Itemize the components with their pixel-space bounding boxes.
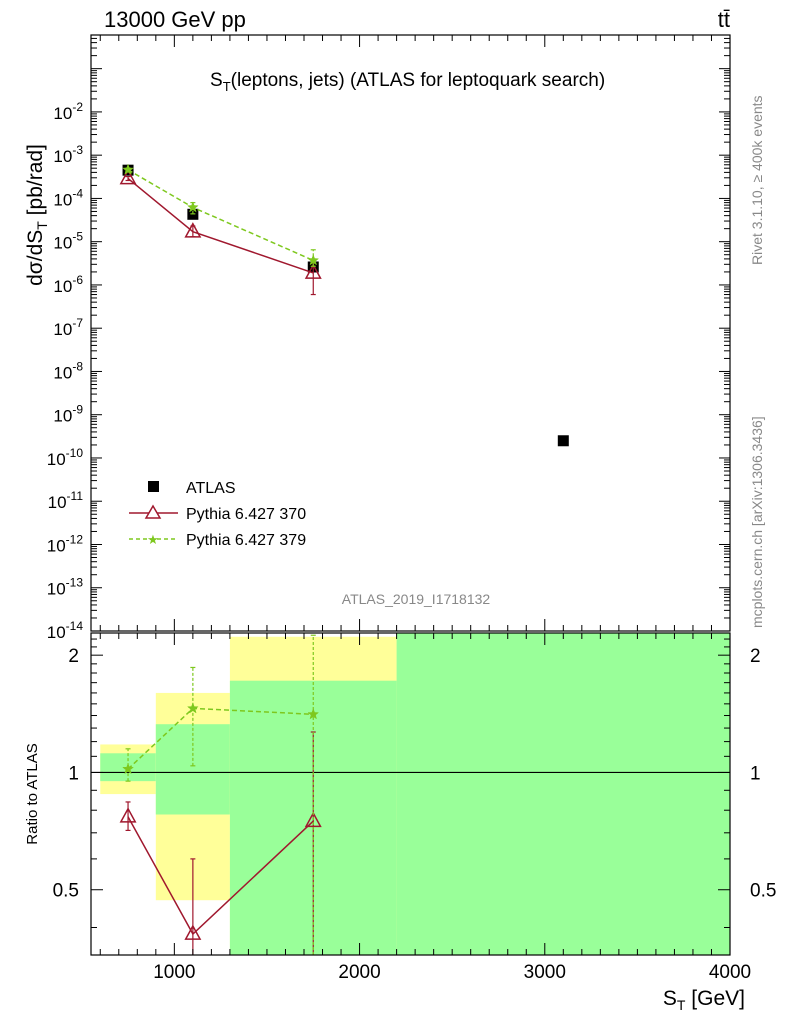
main-y-tick-labels: 10-2 10-3 10-4 10-5 10-6 10-7 10-8 10-9 10-10 10-… [47,100,84,642]
ratio-y-tick-label-left: 0.5 [53,881,79,902]
series-line-pythia-6-427-370 [127,177,314,274]
mcplots-label: mcplots.cern.ch [arXiv:1306.3436] [749,416,765,628]
analysis-watermark: ATLAS_2019_I1718132 [342,591,491,607]
x-tick-label: 4000 [709,962,751,983]
x-tick-label: 1000 [153,962,195,983]
ratio-y-tick-label-right: 2 [750,646,761,667]
data-point-pythia-6-427-379 [307,708,320,720]
x-axis-label-sub: T [677,997,686,1013]
ratio-y-tick-label-left: 2 [68,646,79,667]
y-tick-label: 10-14 [47,619,84,642]
data-point-pythia-6-427-379 [122,163,134,175]
legend: ATLAS Pythia 6.427 370 ★ Pythia 6.427 37… [129,480,306,549]
legend-marker-pythia-370 [144,504,162,519]
uncertainty-band-green [155,724,230,815]
data-point-pythia-6-427-379 [186,201,199,213]
main-plot-frame [90,34,731,632]
data-point-pythia-6-427-370 [184,222,202,238]
data-point-pythia-6-427-370 [304,263,322,279]
main-plot-panel: 10-2 10-3 10-4 10-5 10-6 10-7 10-8 10-9 10-10 10-… [24,34,731,642]
plot-title-rest: (leptons, jets) (ATLAS for leptoquark se… [231,70,606,91]
y-tick-label: 10-5 [53,230,83,253]
legend-marker-atlas [148,481,159,492]
data-point-pythia-6-427-379 [186,702,199,714]
ratio-tick-labels: 0.5 0.5 1 1 2 2 1000 2000 3000 4000 [53,646,777,983]
energy-label: 13000 GeV pp [104,7,246,32]
plot-title-sub: T [223,79,231,94]
y-tick-label: 10-12 [47,532,84,555]
series-line-pythia-6-427-379 [127,169,314,262]
legend-label-pythia-370: Pythia 6.427 370 [186,506,306,523]
main-plot-marks [119,163,569,447]
data-point-atlas [557,435,569,447]
uncertainty-band-green [396,633,730,955]
y-tick-label: 10-6 [53,273,83,296]
data-point-pythia-6-427-370 [119,168,137,185]
ratio-plot-ticks [91,633,731,955]
main-y-axis-label: dσ/dST [pb/rad] [24,144,50,286]
y-tick-label: 10-8 [53,359,83,382]
plot-title: ST(leptons, jets) (ATLAS for leptoquark … [210,70,605,94]
y-tick-label: 10-9 [53,403,83,426]
ratio-plot-marks [91,633,730,955]
y-tick-label: 10-13 [47,576,84,599]
process-label: tt̄ [718,7,730,32]
ratio-y-tick-label-right: 0.5 [750,881,776,902]
y-tick-label: 10-3 [53,143,83,166]
ratio-y-tick-label-left: 1 [68,763,79,784]
data-point-pythia-6-427-379 [122,762,134,775]
x-axis-label-rest: [GeV] [685,987,745,1010]
ratio-y-tick-label-right: 1 [750,763,761,784]
data-point-pythia-6-427-370 [304,811,322,828]
x-axis-label: ST [GeV] [663,987,745,1013]
main-plot-ticks [91,35,731,632]
y-tick-label: 10-7 [53,316,83,339]
y-tick-label: 10-11 [48,489,84,512]
legend-label-pythia-379: Pythia 6.427 379 [186,532,306,549]
main-y-axis-label-sub: T [34,221,50,230]
ratio-plot-panel: 0.5 0.5 1 1 2 2 1000 2000 3000 4000 Ratio to ATLA… [24,632,777,1013]
ratio-plot-frame [90,632,731,956]
data-point-pythia-6-427-379 [307,254,320,266]
plot-title-main: S [210,70,223,91]
legend-marker-pythia-379: ★ [147,533,159,548]
x-tick-label: 2000 [338,962,380,983]
x-axis-label-main: S [663,987,677,1010]
rivet-label: Rivet 3.1.10, ≥ 400k events [749,95,765,265]
x-tick-label: 3000 [524,962,566,983]
y-tick-label: 10-4 [53,186,83,209]
y-tick-label: 10-2 [53,100,83,123]
y-tick-label: 10-10 [47,446,84,469]
main-y-axis-label-rest: [pb/rad] [24,144,47,221]
main-y-axis-label-main: dσ/dS [24,230,47,286]
legend-label-atlas: ATLAS [186,480,236,497]
ratio-y-axis-label: Ratio to ATLAS [24,743,41,844]
data-point-pythia-6-427-370 [184,924,202,940]
data-point-pythia-6-427-370 [119,807,137,823]
